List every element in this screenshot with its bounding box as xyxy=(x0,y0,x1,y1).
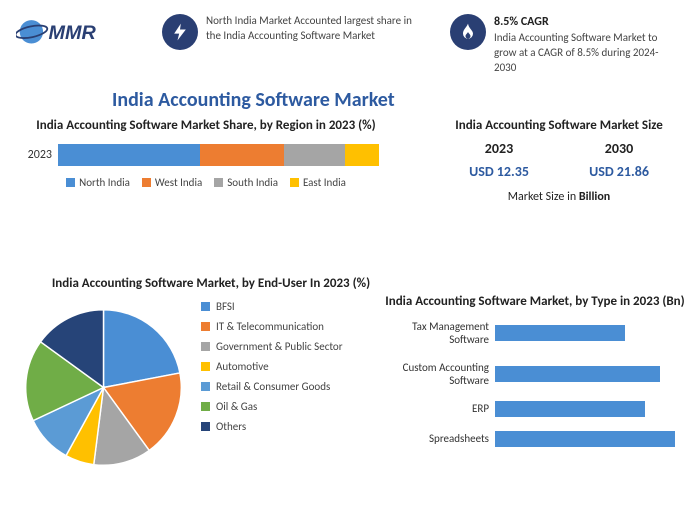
pie-legend: BFSI IT & Telecommunication Government & P… xyxy=(201,300,343,440)
svg-text:MMR: MMR xyxy=(49,22,97,44)
share-seg xyxy=(345,144,379,166)
share-ylabel: 2023 xyxy=(16,148,58,162)
type-row: Spreadsheets xyxy=(385,431,685,447)
share-title: India Accounting Software Market Share, … xyxy=(16,118,396,134)
fact-north-india: North India Market Accounted largest sha… xyxy=(162,14,412,50)
flame-icon xyxy=(450,14,486,50)
type-bar xyxy=(495,325,625,341)
type-title: India Accounting Software Market, by Typ… xyxy=(385,294,685,310)
type-bar xyxy=(495,431,675,447)
size-note: Market Size in Billion xyxy=(439,190,679,204)
pie-legend-item: Automotive xyxy=(201,360,343,373)
share-legend-item: South India xyxy=(214,176,278,189)
pie-legend-item: BFSI xyxy=(201,300,343,313)
enduser-pie-block: India Accounting Software Market, by End… xyxy=(16,276,406,475)
share-seg xyxy=(284,144,345,166)
main-title: India Accounting Software Market xyxy=(112,88,395,112)
fact-cagr: 8.5% CAGR India Accounting Software Mark… xyxy=(450,14,680,76)
type-chart: Tax Management Software Custom Accounting… xyxy=(385,320,685,447)
size-title: India Accounting Software Market Size xyxy=(439,118,679,134)
pie-chart xyxy=(16,300,191,475)
mmr-logo: MMR xyxy=(16,12,126,62)
bolt-icon xyxy=(162,14,198,50)
size-col: 2030USD 21.86 xyxy=(589,140,649,180)
fact1-text: North India Market Accounted largest sha… xyxy=(206,14,412,44)
pie-legend-item: Others xyxy=(201,420,343,433)
share-legend-item: East India xyxy=(290,176,346,189)
share-legend-item: West India xyxy=(142,176,202,189)
share-seg xyxy=(58,144,200,166)
region-share-chart: India Accounting Software Market Share, … xyxy=(16,118,396,189)
market-size-block: India Accounting Software Market Size 20… xyxy=(439,118,679,204)
size-col: 2023USD 12.35 xyxy=(469,140,529,180)
type-row: Custom Accounting Software xyxy=(385,361,685,387)
type-row: Tax Management Software xyxy=(385,320,685,346)
type-bar xyxy=(495,401,645,417)
pie-legend-item: IT & Telecommunication xyxy=(201,320,343,333)
share-legend-item: North India xyxy=(66,176,130,189)
share-stacked-bar xyxy=(58,144,396,166)
fact2-title: 8.5% CAGR xyxy=(494,14,680,30)
pie-legend-item: Government & Public Sector xyxy=(201,340,343,353)
type-row: ERP xyxy=(385,401,685,417)
fact2-text: India Accounting Software Market to grow… xyxy=(494,31,680,76)
type-bar xyxy=(495,366,660,382)
pie-legend-item: Retail & Consumer Goods xyxy=(201,380,343,393)
pie-legend-item: Oil & Gas xyxy=(201,400,343,413)
share-seg xyxy=(200,144,285,166)
type-bar-block: India Accounting Software Market, by Typ… xyxy=(385,294,685,461)
pie-title: India Accounting Software Market, by End… xyxy=(16,276,406,292)
share-legend: North India West India South India East Ind… xyxy=(16,176,396,189)
